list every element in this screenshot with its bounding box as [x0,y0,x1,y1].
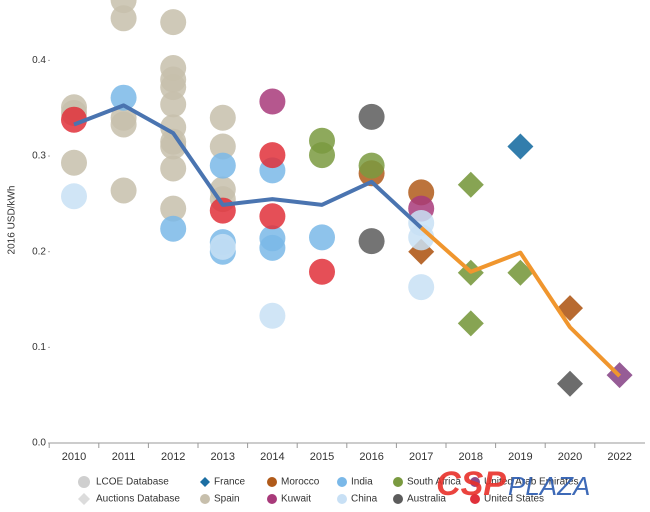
circle-marker [309,258,335,285]
legend-marker [337,477,347,487]
circle-marker [358,103,385,130]
circle-marker [160,155,187,182]
y-tick-label: 0.2 [32,246,46,257]
circle-marker [61,106,87,133]
x-tick-label: 2020 [558,451,582,463]
x-tick-label: 2019 [508,451,532,463]
circle-marker [309,224,335,251]
x-tick-label: 2010 [62,451,86,463]
x-tick-label: 2013 [211,451,235,463]
legend-label: Spain [214,494,240,505]
legend-label: Auctions Database [96,494,180,505]
x-tick-label: 2012 [161,451,185,463]
y-tick-label: 0.4 [32,55,46,66]
legend-label: United Arab Emirates [484,477,579,488]
circle-marker [408,274,435,301]
legend-marker [393,477,403,487]
legend-label: France [214,477,246,488]
circle-marker [110,111,137,138]
legend-marker [78,493,90,505]
circle-marker [110,84,137,111]
circle-marker [110,177,137,204]
circle-marker [209,104,236,131]
x-tick-label: 2017 [409,451,433,463]
y-axis-label: 2016 USD/kWh [7,186,18,255]
legend-marker [470,494,480,504]
x-tick-label: 2022 [607,451,631,463]
circle-marker [259,203,286,230]
diamond-marker [557,370,583,397]
average-line [419,226,622,378]
legend-label: South Africa [407,477,461,488]
x-tick-label: 2016 [359,451,383,463]
legend-marker [200,494,210,504]
circle-marker [259,234,286,261]
legend-marker [267,477,277,487]
diamond-marker [457,171,484,198]
x-tick-label: 2018 [459,451,483,463]
y-tick-label: 0.3 [32,151,46,162]
average-line [73,103,423,230]
watermark: CSP [436,465,506,503]
circle-marker [259,88,286,115]
circle-marker [209,152,236,179]
diamond-marker [507,133,534,160]
circle-marker [160,91,187,118]
circle-marker [160,9,187,36]
circle-marker [160,215,187,242]
legend-marker [470,477,480,487]
circle-marker [259,142,286,169]
diamond-marker [507,259,534,286]
circle-marker [209,133,236,160]
circle-marker [259,302,286,329]
diamond-marker [457,310,484,337]
watermark: PLAZA [508,471,590,501]
y-tick-label: 0.1 [32,342,46,353]
legend-label: Kuwait [281,494,311,505]
circle-marker [408,224,435,251]
circle-marker [358,228,385,255]
legend-marker [267,494,277,504]
legend-marker [200,477,210,487]
circle-marker [160,195,187,222]
legend-label: India [351,477,373,488]
circle-marker [309,142,335,169]
legend-label: Australia [407,494,446,505]
legend-label: LCOE Database [96,477,169,488]
x-tick-label: 2011 [112,451,136,463]
legend-marker [337,494,347,504]
circle-marker [110,5,137,32]
legend-label: United States [484,494,544,505]
x-tick-label: 2014 [260,451,284,463]
legend-label: Morocco [281,477,320,488]
legend-label: China [351,494,378,505]
x-tick-label: 2015 [310,451,334,463]
circle-marker [61,149,87,176]
circle-marker [358,152,385,179]
circle-marker [209,233,236,260]
diamond-marker [557,295,583,322]
legend-marker [393,494,403,504]
y-tick-label: 0.0 [32,438,46,449]
legend-marker [78,476,90,488]
circle-marker [61,183,87,210]
